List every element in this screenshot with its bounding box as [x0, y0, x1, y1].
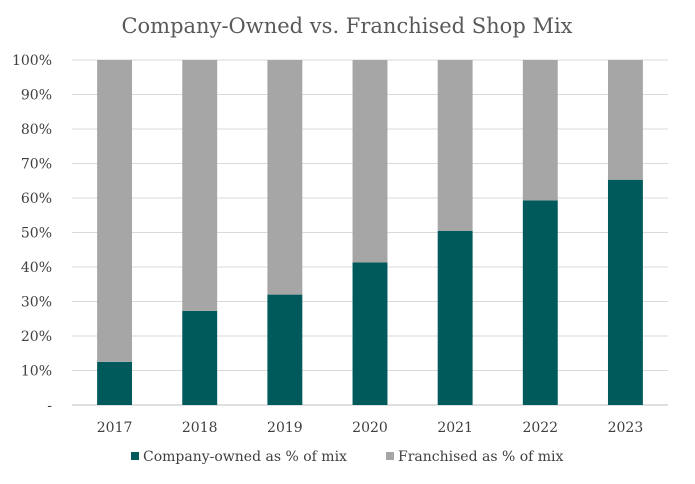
bar-franchised: [352, 60, 388, 263]
y-tick-label: 20%: [21, 329, 52, 345]
chart-title: Company-Owned vs. Franchised Shop Mix: [121, 14, 572, 38]
y-tick-label: 70%: [21, 157, 52, 173]
x-tick-label: 2017: [97, 420, 133, 436]
bar-company-owned: [607, 179, 643, 405]
x-axis-ticks: 2017 2018 2019 2020 2021 2022 2023: [97, 420, 643, 436]
y-tick-label: -: [47, 398, 52, 414]
bar-company-owned: [267, 294, 303, 405]
y-tick-label: 30%: [21, 295, 52, 311]
y-tick-label: 50%: [21, 226, 52, 242]
x-tick-label: 2020: [352, 420, 388, 436]
legend-label-franchised: Franchised as % of mix: [398, 449, 564, 465]
x-tick-label: 2019: [267, 420, 303, 436]
x-tick-label: 2021: [437, 420, 473, 436]
legend: Company-owned as % of mix Franchised as %…: [131, 449, 564, 465]
bar-franchised: [437, 60, 473, 231]
bar-company-owned: [437, 230, 473, 405]
bar-company-owned: [522, 200, 558, 405]
bar-franchised: [267, 60, 303, 295]
legend-swatch-company-owned: [131, 452, 139, 460]
bar-franchised: [522, 60, 558, 201]
bar-franchised: [182, 60, 218, 311]
bar-franchised: [97, 60, 133, 362]
y-tick-label: 40%: [21, 260, 52, 276]
bars: [97, 60, 643, 405]
y-tick-label: 80%: [21, 122, 52, 138]
y-tick-label: 10%: [21, 364, 52, 380]
x-tick-label: 2022: [522, 420, 558, 436]
y-axis-ticks: - 10% 20% 30% 40% 50% 60% 70% 80% 90% 100%: [12, 53, 52, 414]
x-tick-label: 2018: [182, 420, 218, 436]
x-tick-label: 2023: [608, 420, 644, 436]
y-tick-label: 100%: [12, 53, 52, 69]
legend-label-company-owned: Company-owned as % of mix: [143, 449, 347, 465]
bar-franchised: [607, 60, 643, 180]
legend-swatch-franchised: [386, 452, 394, 460]
bar-company-owned: [182, 310, 218, 405]
y-tick-label: 60%: [21, 191, 52, 207]
bar-company-owned: [352, 262, 388, 405]
y-tick-label: 90%: [21, 88, 52, 104]
bar-company-owned: [97, 361, 133, 405]
